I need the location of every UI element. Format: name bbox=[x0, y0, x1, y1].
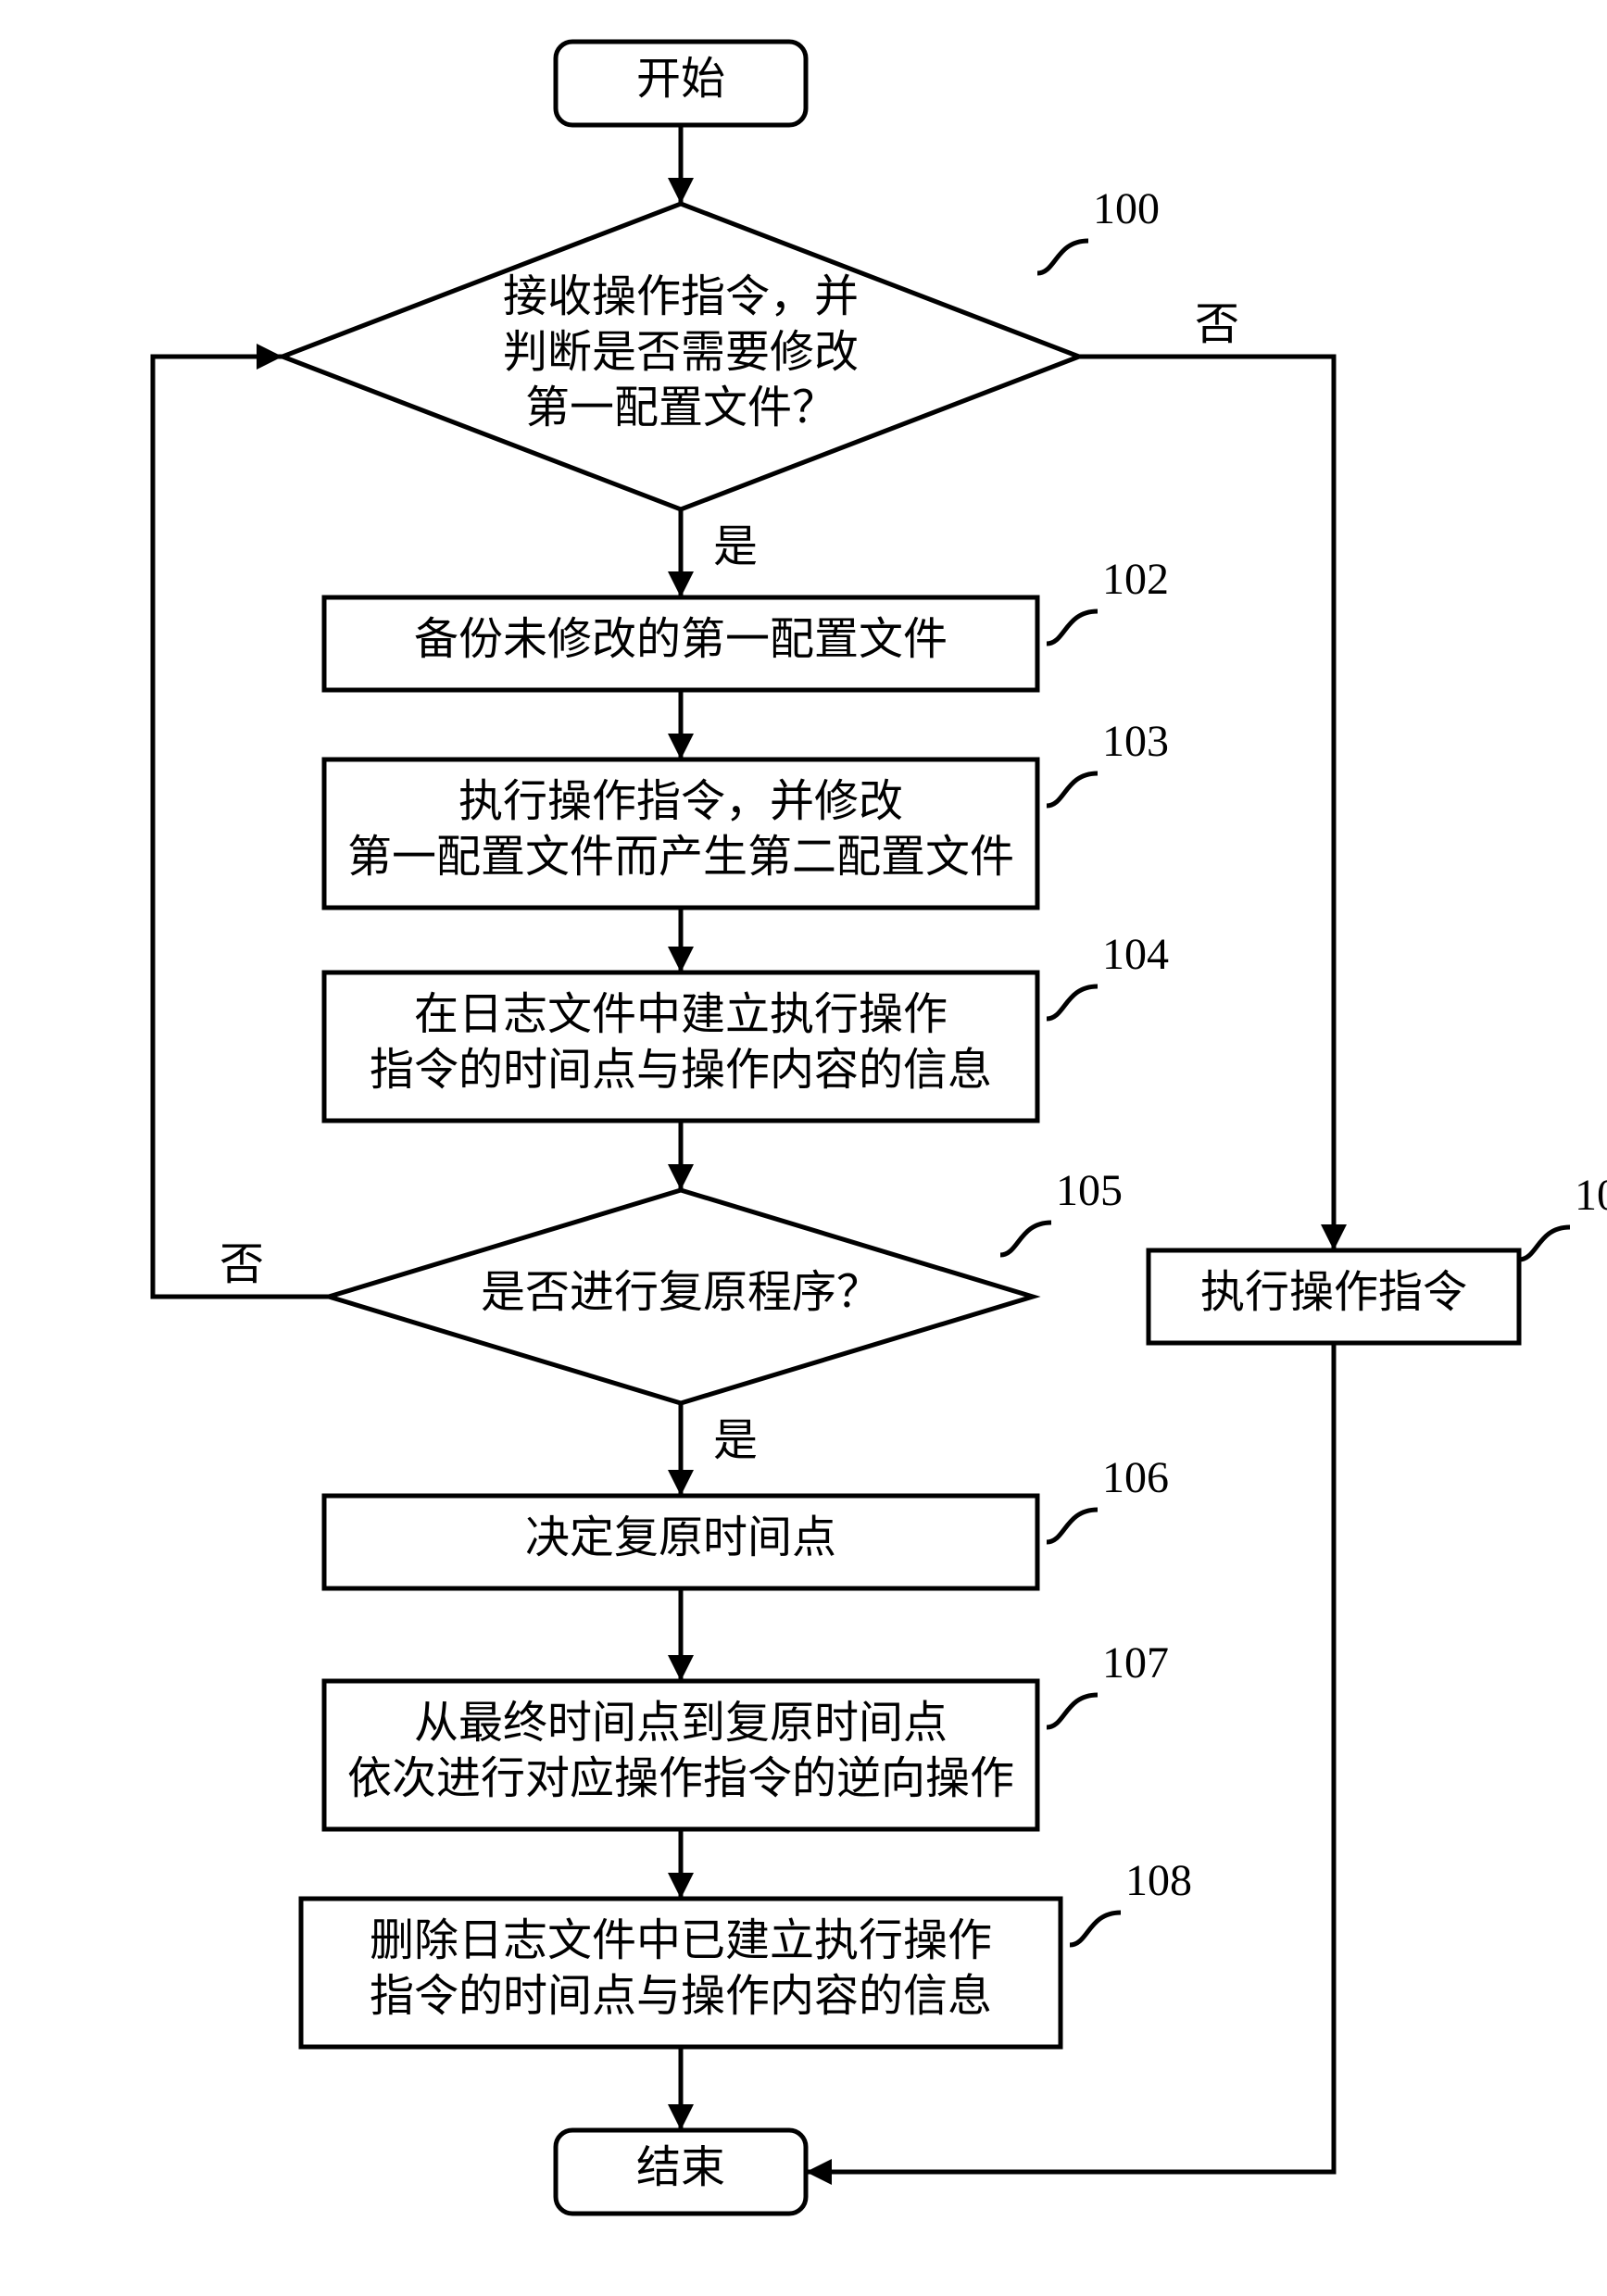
node-p108-leader bbox=[1070, 1913, 1121, 1945]
node-p103-text-1: 第一配置文件而产生第二配置文件 bbox=[347, 833, 1014, 882]
edge-9-arrow bbox=[668, 1873, 694, 1899]
node-d100-text-0: 接收操作指令，并 bbox=[503, 272, 859, 321]
node-p104-text-1: 指令的时间点与操作内容的信息 bbox=[370, 1046, 992, 1095]
edge-7-label: 否 bbox=[220, 1240, 264, 1289]
node-p104-leader bbox=[1047, 986, 1098, 1019]
node-p106-text-0: 决定复原时间点 bbox=[525, 1513, 836, 1562]
node-p102-text-0: 备份未修改的第一配置文件 bbox=[414, 615, 948, 664]
node-d105-num: 105 bbox=[1056, 1166, 1123, 1215]
node-d100-text-2: 第一配置文件？ bbox=[525, 383, 836, 433]
node-d105-text-0: 是否进行复原程序？ bbox=[481, 1268, 881, 1317]
node-end-text-0: 结束 bbox=[636, 2143, 725, 2192]
node-d100-num: 100 bbox=[1093, 184, 1160, 233]
node-p108-text-0: 删除日志文件中已建立执行操作 bbox=[370, 1916, 992, 1965]
edge-1: 是 bbox=[668, 509, 758, 597]
edge-2-arrow bbox=[1321, 1224, 1347, 1250]
edge-7: 否 bbox=[153, 344, 329, 1297]
edge-6-label: 是 bbox=[713, 1416, 758, 1465]
edge-4 bbox=[668, 908, 694, 972]
node-p101: 执行操作指令 101 bbox=[1149, 1171, 1607, 1343]
edge-0 bbox=[668, 125, 694, 204]
node-p102: 备份未修改的第一配置文件 102 bbox=[324, 555, 1169, 690]
edge-7-arrow bbox=[257, 344, 282, 370]
node-p106: 决定复原时间点 106 bbox=[324, 1453, 1169, 1588]
node-p107-text-0: 从最终时间点到复原时间点 bbox=[414, 1699, 948, 1748]
edge-3-arrow bbox=[668, 734, 694, 759]
edge-6-arrow bbox=[668, 1470, 694, 1496]
edge-2-label: 否 bbox=[1195, 300, 1239, 349]
edge-1-arrow bbox=[668, 571, 694, 597]
node-p104: 在日志文件中建立执行操作指令的时间点与操作内容的信息 104 bbox=[324, 930, 1169, 1121]
node-p103-num: 103 bbox=[1102, 717, 1169, 766]
edge-11-arrow bbox=[806, 2159, 832, 2185]
node-d100-leader bbox=[1037, 241, 1088, 273]
node-p102-leader bbox=[1047, 611, 1098, 644]
node-d100-text-1: 判断是否需要修改 bbox=[503, 328, 859, 377]
node-p101-leader bbox=[1519, 1227, 1570, 1260]
node-p108: 删除日志文件中已建立执行操作指令的时间点与操作内容的信息 108 bbox=[301, 1856, 1192, 2047]
edge-5 bbox=[668, 1121, 694, 1190]
edge-10 bbox=[668, 2047, 694, 2130]
edge-7-line bbox=[153, 357, 329, 1297]
node-start-text-0: 开始 bbox=[636, 55, 725, 104]
node-p106-leader bbox=[1047, 1510, 1098, 1542]
node-p102-num: 102 bbox=[1102, 555, 1169, 604]
node-p101-num: 101 bbox=[1575, 1171, 1607, 1220]
node-p108-text-1: 指令的时间点与操作内容的信息 bbox=[370, 1972, 992, 2021]
node-p103-leader bbox=[1047, 773, 1098, 806]
node-d100: 接收操作指令，并判断是否需要修改第一配置文件？ 100 bbox=[282, 184, 1160, 509]
node-p107-text-1: 依次进行对应操作指令的逆向操作 bbox=[347, 1754, 1014, 1803]
edge-2: 否 bbox=[1079, 300, 1347, 1250]
node-p107-num: 107 bbox=[1102, 1638, 1169, 1687]
node-d105: 是否进行复原程序？ 105 bbox=[329, 1166, 1123, 1403]
node-p107: 从最终时间点到复原时间点依次进行对应操作指令的逆向操作 107 bbox=[324, 1638, 1169, 1829]
node-p103-text-0: 执行操作指令，并修改 bbox=[458, 777, 903, 826]
node-p104-num: 104 bbox=[1102, 930, 1169, 979]
edge-5-arrow bbox=[668, 1164, 694, 1190]
edge-2-line bbox=[1079, 357, 1334, 1250]
node-p108-num: 108 bbox=[1125, 1856, 1192, 1905]
edge-4-arrow bbox=[668, 947, 694, 972]
edge-10-arrow bbox=[668, 2104, 694, 2130]
node-p107-leader bbox=[1047, 1695, 1098, 1727]
node-end: 结束 bbox=[556, 2130, 806, 2214]
node-start: 开始 bbox=[556, 42, 806, 125]
edge-8 bbox=[668, 1588, 694, 1681]
node-p101-text-0: 执行操作指令 bbox=[1200, 1268, 1467, 1317]
node-p103: 执行操作指令，并修改第一配置文件而产生第二配置文件 103 bbox=[324, 717, 1169, 908]
edge-6: 是 bbox=[668, 1403, 758, 1496]
edge-8-arrow bbox=[668, 1655, 694, 1681]
edge-0-arrow bbox=[668, 178, 694, 204]
edge-1-label: 是 bbox=[713, 522, 758, 571]
edge-9 bbox=[668, 1829, 694, 1899]
node-p106-num: 106 bbox=[1102, 1453, 1169, 1502]
edge-3 bbox=[668, 690, 694, 759]
node-d105-leader bbox=[1000, 1223, 1051, 1255]
node-p104-text-0: 在日志文件中建立执行操作 bbox=[414, 990, 948, 1039]
